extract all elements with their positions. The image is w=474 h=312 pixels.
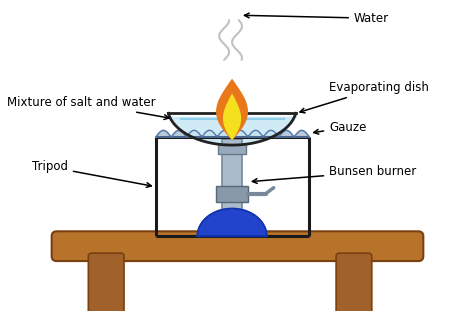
Polygon shape xyxy=(224,95,240,139)
Text: Gauze: Gauze xyxy=(314,121,366,134)
Bar xyxy=(222,139,242,231)
Text: Water: Water xyxy=(245,12,389,25)
Bar xyxy=(216,186,248,202)
FancyBboxPatch shape xyxy=(52,231,423,261)
Text: Bunsen burner: Bunsen burner xyxy=(252,165,417,183)
Polygon shape xyxy=(197,208,267,236)
Text: Evaporating dish: Evaporating dish xyxy=(300,81,429,113)
Polygon shape xyxy=(217,80,247,139)
FancyBboxPatch shape xyxy=(88,253,124,312)
FancyBboxPatch shape xyxy=(336,253,372,312)
Text: Tripod: Tripod xyxy=(32,160,151,187)
Bar xyxy=(218,144,246,154)
Text: Mixture of salt and water: Mixture of salt and water xyxy=(7,96,169,119)
